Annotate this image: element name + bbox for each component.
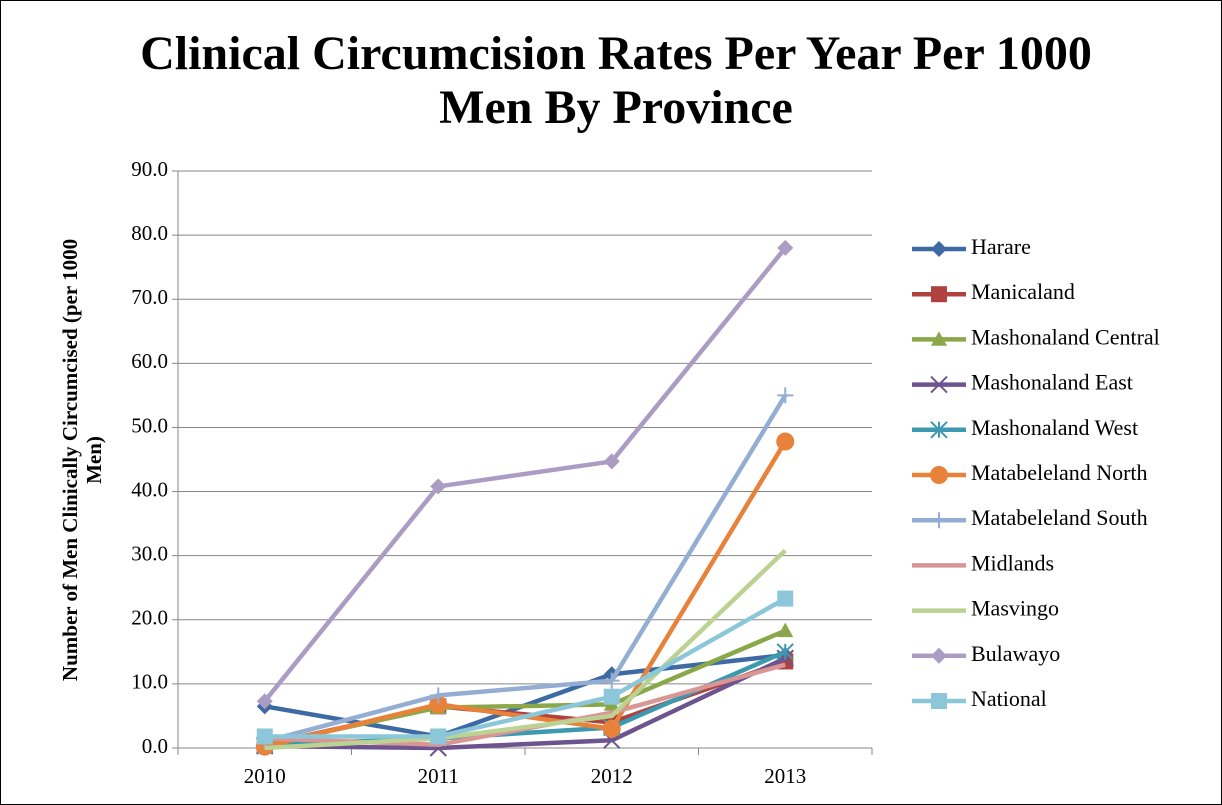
legend-label: Masvingo [971,596,1059,621]
marker [931,286,947,303]
marker [931,512,947,529]
y-tick-label: 70.0 [131,285,168,309]
marker [603,672,620,689]
marker-shape [603,453,620,470]
y-tick-label: 0.0 [142,734,168,758]
legend-label: Manicaland [971,279,1075,304]
y-axis-label: Men) [82,436,106,484]
marker-shape [931,331,947,346]
x-tick-label: 2012 [591,764,633,788]
x-tick-label: 2013 [764,764,806,788]
marker [256,728,273,745]
marker-shape [777,590,794,607]
marker [429,695,448,714]
marker [777,622,794,638]
marker-shape [430,478,447,495]
marker-shape [429,695,448,714]
marker [930,375,948,394]
marker [603,453,620,470]
legend-label: Harare [971,234,1031,259]
x-tick-label: 2010 [244,764,286,788]
y-tick-label: 50.0 [131,413,168,437]
marker-shape [930,375,948,394]
y-tick-label: 40.0 [131,477,168,501]
marker [430,728,447,745]
marker [931,693,947,709]
marker-shape [603,688,620,705]
legend-label: Matabeleland South [971,505,1148,530]
chart-title-line: Men By Province [439,81,793,134]
chart-title-line: Clinical Circumcision Rates Per Year Per… [140,27,1092,80]
marker [603,688,620,705]
marker [931,331,947,346]
y-tick-label: 90.0 [131,157,168,181]
marker-shape [776,643,794,661]
marker [602,719,621,738]
y-tick-label: 60.0 [131,349,168,373]
series-line [264,656,787,751]
series-line [264,596,787,739]
marker-shape [931,512,947,529]
legend-label: Matabeleland North [971,460,1148,485]
marker-shape [777,387,794,404]
marker-shape [777,239,794,256]
marker-shape [430,687,447,704]
legend-label: Mashonaland West [971,415,1138,440]
legend-label: Bulawayo [971,641,1060,666]
legend-label: National [971,686,1047,711]
marker-shape [930,421,948,439]
marker [931,647,947,664]
marker [777,387,794,404]
y-tick-label: 80.0 [131,221,168,245]
y-tick-label: 30.0 [131,541,168,565]
series-line [264,394,788,744]
series-line [262,246,787,703]
legend-label: Midlands [971,550,1054,575]
marker [430,478,447,495]
marker [777,590,794,607]
legend-label: Mashonaland East [971,370,1133,395]
marker-shape [931,241,947,257]
marker [930,421,948,439]
marker-shape [603,672,620,689]
marker [776,643,794,661]
marker-shape [776,432,795,451]
marker-shape [602,719,621,738]
marker-shape [256,693,273,710]
marker [930,466,948,484]
marker-shape [930,466,948,484]
marker [256,693,273,710]
series-line [264,548,787,751]
marker [430,687,447,704]
y-tick-label: 10.0 [131,670,168,694]
marker-shape [777,622,794,638]
x-tick-label: 2011 [418,764,459,788]
marker-shape [931,693,947,709]
marker-shape [256,728,273,745]
marker-shape [931,286,947,303]
marker-shape [430,728,447,745]
y-tick-label: 20.0 [131,606,168,630]
marker [777,239,794,256]
marker-shape [931,647,947,664]
marker [776,432,795,451]
y-axis-label: Number of Men Clinically Circumcised (pe… [58,239,82,681]
marker [931,241,947,257]
legend-label: Mashonaland Central [971,324,1160,349]
